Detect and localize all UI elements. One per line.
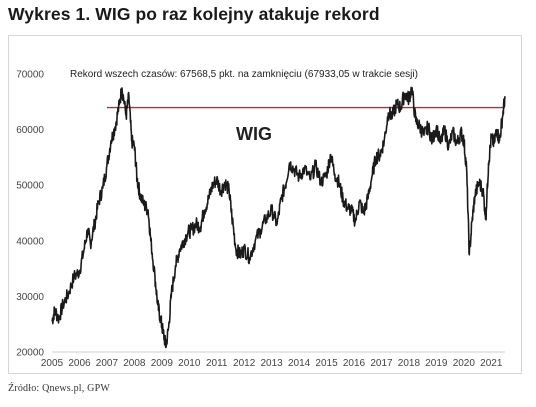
y-tick-label: 70000	[16, 70, 44, 81]
y-axis-ticks: 20000 30000 40000 50000 60000 70000	[16, 70, 44, 359]
x-tick-label: 2007	[96, 358, 119, 369]
y-tick-label: 50000	[16, 181, 44, 192]
chart-frame	[8, 35, 522, 374]
y-tick-label: 30000	[16, 292, 44, 303]
x-tick-label: 2006	[68, 358, 91, 369]
y-tick-label: 60000	[16, 125, 44, 136]
x-tick-label: 2014	[288, 358, 311, 369]
y-tick-label: 40000	[16, 236, 44, 247]
y-tick-label: 20000	[16, 348, 44, 359]
x-tick-label: 2017	[370, 358, 393, 369]
x-tick-label: 2020	[453, 358, 476, 369]
series-label-wig: WIG	[236, 124, 272, 144]
x-tick-label: 2011	[206, 358, 228, 369]
x-tick-label: 2012	[233, 358, 256, 369]
x-tick-label: 2015	[315, 358, 338, 369]
chart-title: Wykres 1. WIG po raz kolejny atakuje rek…	[8, 4, 380, 24]
wig-series-line	[51, 86, 506, 349]
x-tick-label: 2018	[398, 358, 421, 369]
x-tick-label: 2019	[425, 358, 448, 369]
x-tick-label: 2005	[41, 358, 64, 369]
x-tick-label: 2010	[178, 358, 201, 369]
x-tick-label: 2008	[123, 358, 146, 369]
x-tick-label: 2009	[151, 358, 174, 369]
source-note: Źródło: Qnews.pl, GPW	[8, 383, 110, 394]
x-axis-ticks: 2005 2006 2007 2008 2009 2010 2011 2012 2013 2014…	[41, 358, 503, 369]
x-tick-label: 2021	[480, 358, 503, 369]
record-annotation: Rekord wszech czasów: 67568,5 pkt. na za…	[70, 69, 418, 80]
x-tick-label: 2013	[261, 358, 284, 369]
x-tick-label: 2016	[343, 358, 366, 369]
